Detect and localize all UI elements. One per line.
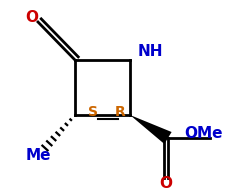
- Text: OMe: OMe: [185, 125, 223, 141]
- Text: NH: NH: [137, 45, 163, 59]
- Text: Me: Me: [25, 147, 51, 163]
- Text: R: R: [115, 105, 125, 119]
- Polygon shape: [130, 115, 172, 144]
- Text: O: O: [26, 10, 38, 25]
- Text: O: O: [160, 175, 173, 190]
- Text: S: S: [88, 105, 98, 119]
